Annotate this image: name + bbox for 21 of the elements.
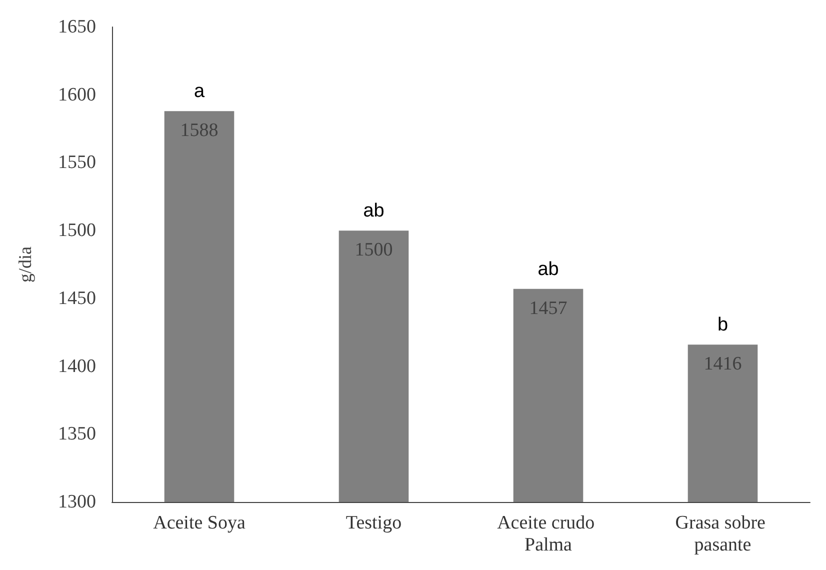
x-tick-label: Aceite crudo Palma xyxy=(497,512,600,556)
x-tick-label: Grasa sobre pasante xyxy=(675,512,770,556)
data-label: 1588 xyxy=(180,120,218,142)
y-tick-label: 1400 xyxy=(58,356,96,377)
y-tick-label: 1300 xyxy=(58,492,96,512)
annotation: ab xyxy=(363,200,384,222)
data-label: 1457 xyxy=(529,298,568,319)
y-tick-label: 1550 xyxy=(58,152,96,174)
x-tick-label: Testigo xyxy=(346,512,402,534)
y-tick-label: 1450 xyxy=(58,288,96,309)
x-tick-label: Aceite Soya xyxy=(153,512,246,534)
y-tick-label: 1500 xyxy=(58,220,96,242)
y-tick-label: 1650 xyxy=(58,16,96,38)
annotation: ab xyxy=(538,258,559,280)
y-tick-label: 1600 xyxy=(58,84,96,106)
annotation: a xyxy=(194,81,205,102)
data-label: 1500 xyxy=(354,240,393,261)
y-axis-title: g/dia xyxy=(15,246,35,282)
y-tick-label: 1350 xyxy=(58,424,96,445)
data-label: 1416 xyxy=(704,354,742,375)
annotation: b xyxy=(717,314,728,336)
